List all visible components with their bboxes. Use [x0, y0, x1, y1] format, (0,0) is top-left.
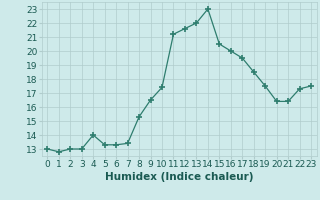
X-axis label: Humidex (Indice chaleur): Humidex (Indice chaleur)	[105, 172, 253, 182]
